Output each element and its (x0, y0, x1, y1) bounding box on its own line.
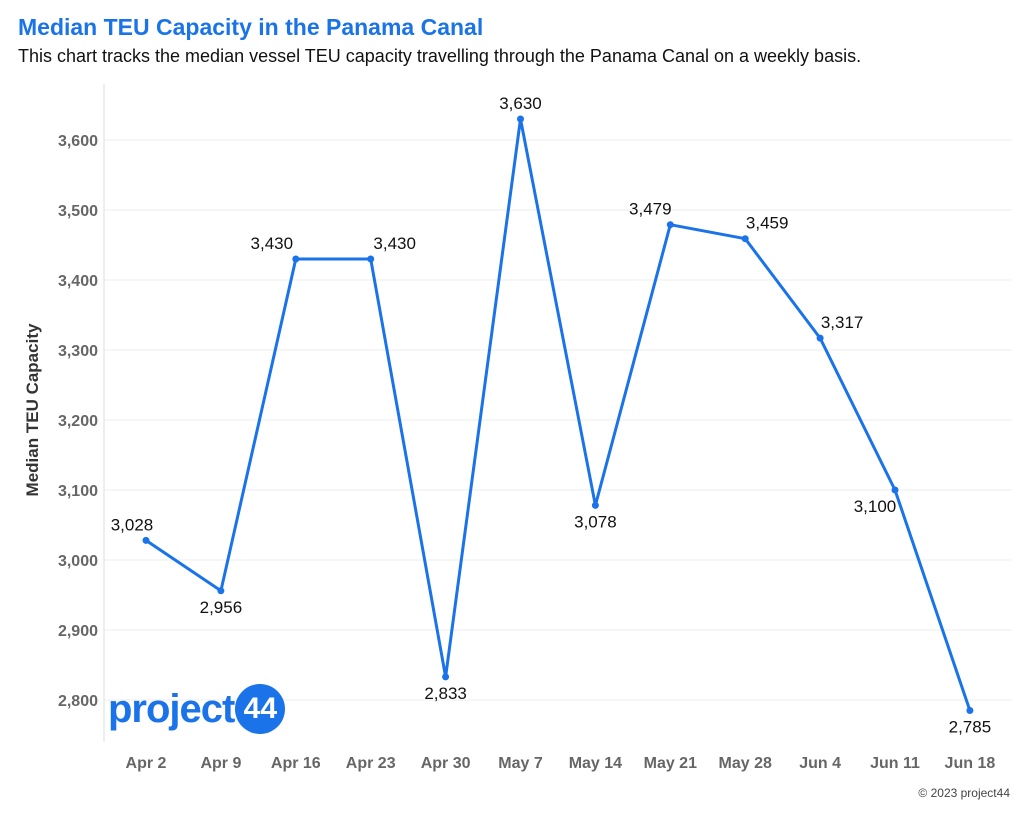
copyright-notice: © 2023 project44 (918, 786, 1010, 800)
y-axis-title: Median TEU Capacity (23, 323, 42, 496)
x-tick-label: Apr 16 (271, 755, 321, 772)
data-point (891, 486, 899, 494)
logo-text: project (108, 687, 235, 731)
data-label: 3,317 (821, 313, 864, 332)
data-point (217, 587, 225, 595)
data-point (367, 255, 375, 263)
data-label: 2,956 (200, 598, 243, 617)
logo-number-badge: 44 (235, 684, 286, 734)
y-tick-label: 3,200 (58, 413, 98, 430)
chart-subtitle: This chart tracks the median vessel TEU … (18, 46, 862, 66)
data-label: 3,028 (111, 515, 154, 534)
data-point (591, 501, 599, 509)
series-line (145, 117, 972, 711)
y-tick-label: 2,800 (58, 693, 98, 710)
y-tick-label: 3,400 (58, 273, 98, 290)
data-point (816, 334, 824, 342)
data-label: 2,785 (949, 718, 992, 737)
data-label: 3,430 (251, 234, 294, 253)
data-point (666, 221, 674, 229)
x-tick-label: Jun 11 (870, 755, 920, 772)
x-tick-label: May 21 (644, 755, 697, 772)
data-point (741, 235, 749, 243)
y-tick-label: 2,900 (58, 623, 98, 640)
x-tick-label: Apr 23 (346, 755, 396, 772)
y-tick-label: 3,000 (58, 553, 98, 570)
x-tick-label: Apr 30 (421, 755, 471, 772)
x-tick-label: May 7 (498, 755, 543, 772)
data-label: 3,100 (854, 497, 897, 516)
data-label: 2,833 (424, 684, 467, 703)
y-tick-label: 3,500 (58, 203, 98, 220)
x-tick-label: Jun 18 (945, 755, 996, 772)
data-point (517, 115, 524, 123)
y-tick-label: 3,100 (58, 483, 98, 500)
data-point (442, 673, 450, 681)
data-point (142, 536, 150, 544)
x-tick-label: May 28 (719, 755, 772, 772)
x-tick-label: Apr 2 (126, 755, 167, 772)
data-label: 3,479 (629, 200, 672, 219)
data-point (292, 255, 300, 263)
x-tick-label: May 14 (569, 755, 622, 772)
data-label: 3,459 (746, 214, 789, 233)
x-tick-label: Jun 4 (799, 755, 841, 772)
data-point (966, 707, 974, 714)
data-label: 3,078 (574, 512, 617, 531)
y-tick-label: 3,300 (58, 343, 98, 360)
y-tick-label: 3,600 (58, 133, 98, 150)
data-label: 3,630 (499, 94, 542, 113)
data-label: 3,430 (373, 234, 416, 253)
chart-title: Median TEU Capacity in the Panama Canal (18, 14, 484, 40)
x-tick-label: Apr 9 (200, 755, 241, 772)
project44-logo: project 44 (108, 684, 286, 734)
